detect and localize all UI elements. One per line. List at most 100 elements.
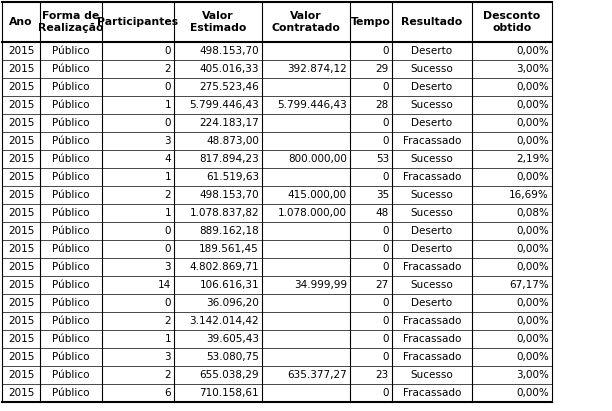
Text: 0,00%: 0,00% (517, 136, 549, 146)
Text: Sucesso: Sucesso (411, 280, 453, 290)
Text: Fracassado: Fracassado (403, 262, 461, 272)
Text: 5.799.446,43: 5.799.446,43 (189, 100, 259, 110)
Text: 0,00%: 0,00% (517, 352, 549, 362)
Text: 0: 0 (165, 82, 171, 92)
Text: Resultado: Resultado (401, 17, 463, 27)
Text: 36.096,20: 36.096,20 (206, 298, 259, 308)
Text: 4: 4 (165, 154, 171, 164)
Text: 2: 2 (165, 316, 171, 326)
Text: 2015: 2015 (8, 316, 34, 326)
Text: Forma de
Realização: Forma de Realização (38, 12, 104, 32)
Text: 0,00%: 0,00% (517, 82, 549, 92)
Text: Público: Público (52, 136, 90, 146)
Text: 14: 14 (158, 280, 171, 290)
Text: 0,00%: 0,00% (517, 244, 549, 254)
Text: Fracassado: Fracassado (403, 352, 461, 362)
Text: 0: 0 (382, 352, 389, 362)
Text: 655.038,29: 655.038,29 (200, 370, 259, 380)
Text: 0,00%: 0,00% (517, 226, 549, 236)
Text: 27: 27 (376, 280, 389, 290)
Text: 2015: 2015 (8, 172, 34, 182)
Text: 3: 3 (165, 352, 171, 362)
Text: Sucesso: Sucesso (411, 100, 453, 110)
Text: 61.519,63: 61.519,63 (206, 172, 259, 182)
Text: 6: 6 (165, 388, 171, 398)
Text: Fracassado: Fracassado (403, 334, 461, 344)
Text: 53.080,75: 53.080,75 (206, 352, 259, 362)
Text: 2015: 2015 (8, 334, 34, 344)
Text: 39.605,43: 39.605,43 (206, 334, 259, 344)
Text: 635.377,27: 635.377,27 (287, 370, 347, 380)
Text: Público: Público (52, 64, 90, 74)
Text: 498.153,70: 498.153,70 (200, 190, 259, 200)
Text: Público: Público (52, 352, 90, 362)
Text: 0: 0 (382, 46, 389, 56)
Text: 0,00%: 0,00% (517, 118, 549, 128)
Text: 1: 1 (165, 208, 171, 218)
Text: 0,00%: 0,00% (517, 316, 549, 326)
Text: 0: 0 (382, 118, 389, 128)
Text: Deserto: Deserto (411, 82, 452, 92)
Text: 0: 0 (382, 298, 389, 308)
Text: 106.616,31: 106.616,31 (200, 280, 259, 290)
Text: Participantes: Participantes (97, 17, 179, 27)
Text: 0: 0 (165, 118, 171, 128)
Text: 3,00%: 3,00% (516, 64, 549, 74)
Text: 0,00%: 0,00% (517, 334, 549, 344)
Text: 1: 1 (165, 334, 171, 344)
Text: 498.153,70: 498.153,70 (200, 46, 259, 56)
Text: 800.000,00: 800.000,00 (288, 154, 347, 164)
Text: Sucesso: Sucesso (411, 208, 453, 218)
Text: 0: 0 (165, 226, 171, 236)
Text: Ano: Ano (9, 17, 33, 27)
Text: 817.894,23: 817.894,23 (200, 154, 259, 164)
Text: Público: Público (52, 208, 90, 218)
Text: Valor
Contratado: Valor Contratado (272, 12, 340, 32)
Text: 0: 0 (165, 46, 171, 56)
Text: Público: Público (52, 100, 90, 110)
Text: 275.523,46: 275.523,46 (200, 82, 259, 92)
Text: 405.016,33: 405.016,33 (200, 64, 259, 74)
Text: 0,00%: 0,00% (517, 388, 549, 398)
Text: 2015: 2015 (8, 46, 34, 56)
Text: Público: Público (52, 388, 90, 398)
Text: 889.162,18: 889.162,18 (200, 226, 259, 236)
Text: Desconto
obtido: Desconto obtido (483, 12, 540, 32)
Text: 28: 28 (376, 100, 389, 110)
Text: 2015: 2015 (8, 100, 34, 110)
Text: 0: 0 (382, 316, 389, 326)
Text: Sucesso: Sucesso (411, 370, 453, 380)
Text: 0,00%: 0,00% (517, 46, 549, 56)
Text: 0: 0 (382, 136, 389, 146)
Text: 3.142.014,42: 3.142.014,42 (189, 316, 259, 326)
Text: 2015: 2015 (8, 136, 34, 146)
Text: Fracassado: Fracassado (403, 136, 461, 146)
Text: 2,19%: 2,19% (516, 154, 549, 164)
Text: 224.183,17: 224.183,17 (200, 118, 259, 128)
Text: 2: 2 (165, 64, 171, 74)
Text: Público: Público (52, 316, 90, 326)
Text: 2: 2 (165, 370, 171, 380)
Text: Público: Público (52, 190, 90, 200)
Text: Deserto: Deserto (411, 118, 452, 128)
Text: 0: 0 (382, 226, 389, 236)
Text: 3: 3 (165, 136, 171, 146)
Text: 2: 2 (165, 190, 171, 200)
Text: 23: 23 (376, 370, 389, 380)
Text: Público: Público (52, 280, 90, 290)
Text: 2015: 2015 (8, 262, 34, 272)
Text: 0,00%: 0,00% (517, 100, 549, 110)
Text: 2015: 2015 (8, 82, 34, 92)
Text: Público: Público (52, 172, 90, 182)
Text: 2015: 2015 (8, 190, 34, 200)
Text: 1.078.837,82: 1.078.837,82 (189, 208, 259, 218)
Text: Público: Público (52, 370, 90, 380)
Text: 415.000,00: 415.000,00 (288, 190, 347, 200)
Text: Deserto: Deserto (411, 46, 452, 56)
Text: Valor
Estimado: Valor Estimado (190, 12, 246, 32)
Text: 16,69%: 16,69% (509, 190, 549, 200)
Text: 392.874,12: 392.874,12 (287, 64, 347, 74)
Text: 0: 0 (165, 244, 171, 254)
Text: 2015: 2015 (8, 118, 34, 128)
Text: 53: 53 (376, 154, 389, 164)
